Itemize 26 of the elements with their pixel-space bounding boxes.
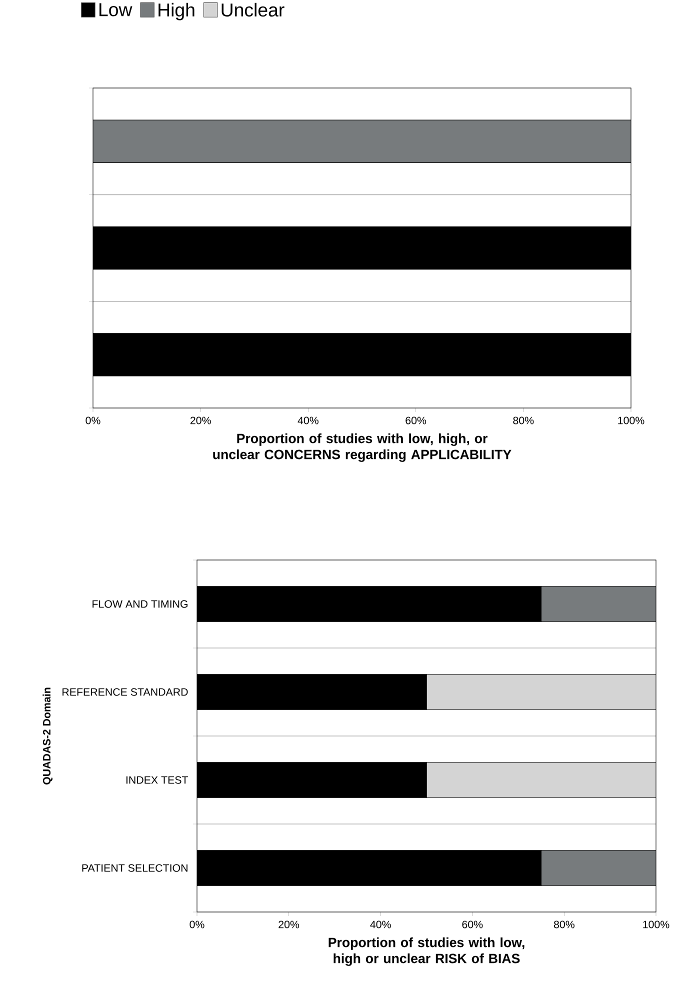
legend-label: High	[158, 2, 194, 20]
legend-label: Unclear	[222, 2, 284, 17]
x-tick-label: 40%	[370, 920, 391, 928]
y-tick-label: FLOW AND TIMING	[92, 600, 188, 608]
x-tick-label: 20%	[278, 920, 300, 928]
x-tick-label: 100%	[618, 416, 644, 424]
x-tick-label: 80%	[513, 416, 534, 424]
y-tick-label: PATIENT SELECTION	[82, 864, 188, 872]
x-axis-title: Proportion of studies with low, high or unclear RISK of BIAS	[328, 937, 524, 966]
x-tick-label: 0%	[190, 920, 204, 928]
x-tick-label: 0%	[86, 416, 100, 424]
y-axis-title: QUADAS-2 Domain	[42, 688, 52, 784]
bar	[426, 762, 656, 798]
x-tick-label: 60%	[406, 416, 426, 424]
x-tick-label: 40%	[298, 416, 318, 424]
y-tick-label: REFERENCE STANDARD	[62, 688, 188, 696]
bar	[426, 674, 656, 710]
bar	[540, 850, 656, 886]
x-axis-title: Proportion of studies with low, high, or unclear CONCERNS regarding APPLICABILITY	[213, 433, 512, 462]
x-tick-label: 60%	[462, 920, 483, 928]
x-tick-label: 20%	[190, 416, 211, 424]
x-tick-label: 100%	[643, 920, 670, 928]
y-tick-label: INDEX TEST	[126, 776, 188, 784]
legend-label: Low	[100, 3, 132, 16]
bar	[540, 586, 656, 622]
x-tick-label: 80%	[554, 920, 574, 928]
